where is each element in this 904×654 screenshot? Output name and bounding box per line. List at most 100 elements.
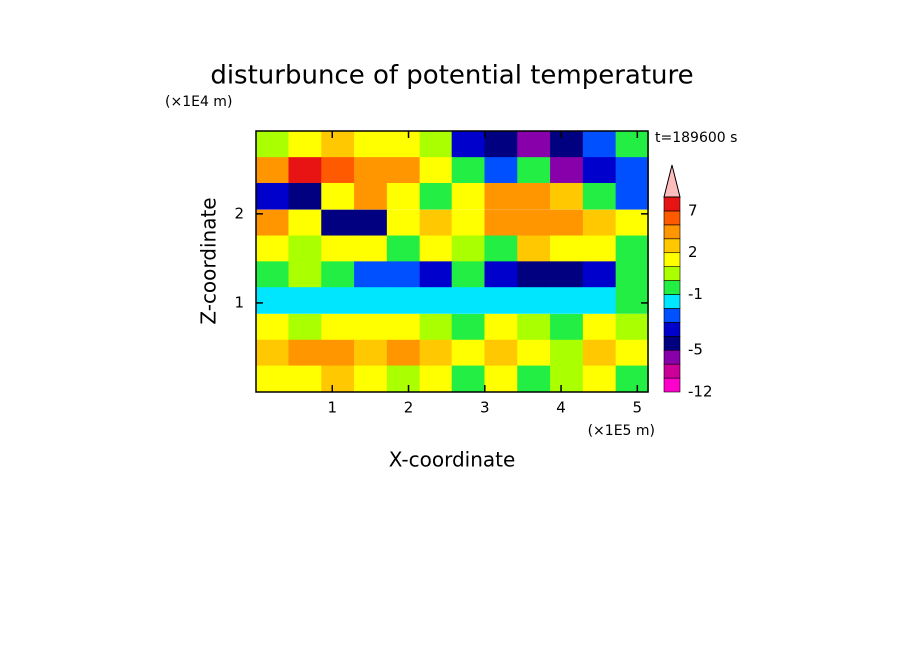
cell xyxy=(255,339,289,367)
cell xyxy=(517,235,551,263)
cell xyxy=(484,235,518,263)
x-tick-label: 4 xyxy=(556,399,566,417)
cell xyxy=(321,131,355,158)
cell xyxy=(451,235,485,263)
x-tick-label: 2 xyxy=(404,399,414,417)
colorbar-swatch xyxy=(663,363,681,379)
x-tick-label: 5 xyxy=(633,399,643,417)
cell xyxy=(288,182,322,210)
colorbar-label: -5 xyxy=(688,341,703,359)
colorbar-swatch xyxy=(663,224,681,240)
cell xyxy=(255,261,289,288)
cell xyxy=(550,287,584,314)
cell xyxy=(517,182,551,210)
cell xyxy=(451,131,485,158)
cell xyxy=(451,287,485,314)
cell xyxy=(451,209,485,237)
x-tick-label: 1 xyxy=(327,399,337,417)
y-unit: (×1E4 m) xyxy=(165,94,232,110)
cell xyxy=(615,339,649,367)
cell xyxy=(451,261,485,288)
colorbar-swatch xyxy=(663,238,681,254)
cell xyxy=(517,157,551,184)
cell xyxy=(321,235,355,263)
cell xyxy=(517,261,551,288)
cell xyxy=(451,313,485,341)
cell xyxy=(582,339,617,367)
cell xyxy=(354,313,388,341)
cell xyxy=(451,365,485,393)
cell xyxy=(582,182,617,210)
cell xyxy=(386,131,421,158)
cell xyxy=(288,209,322,237)
cell xyxy=(550,235,584,263)
cell xyxy=(354,339,388,367)
cell xyxy=(582,235,617,263)
cell xyxy=(419,261,453,288)
cell xyxy=(321,287,355,314)
cell xyxy=(517,287,551,314)
cell xyxy=(386,235,421,263)
cell xyxy=(451,339,485,367)
cell xyxy=(451,182,485,210)
cell xyxy=(288,339,322,367)
cell xyxy=(321,365,355,393)
colorbar-extension xyxy=(663,164,681,198)
colorbar-swatch xyxy=(663,210,681,226)
cell xyxy=(582,157,617,184)
cell xyxy=(615,235,649,263)
cell xyxy=(386,261,421,288)
cell xyxy=(255,131,289,158)
cell xyxy=(255,313,289,341)
cell xyxy=(582,131,617,158)
cell xyxy=(354,287,388,314)
cell xyxy=(484,287,518,314)
colorbar-swatch xyxy=(663,266,681,281)
cell xyxy=(386,287,421,314)
cell xyxy=(321,261,355,288)
cell xyxy=(288,235,322,263)
x-axis-title: X-coordinate xyxy=(389,448,516,472)
cell xyxy=(615,261,649,288)
cell xyxy=(550,261,584,288)
cell xyxy=(550,182,584,210)
cell xyxy=(386,313,421,341)
cell xyxy=(354,157,388,184)
cell xyxy=(582,365,617,393)
cell xyxy=(615,313,649,341)
cell xyxy=(582,261,617,288)
cell xyxy=(288,365,322,393)
cell xyxy=(354,235,388,263)
y-tick-label: 1 xyxy=(234,293,244,311)
cell xyxy=(354,209,388,237)
colorbar-swatch xyxy=(663,294,681,309)
cell xyxy=(419,313,453,341)
cell xyxy=(255,182,289,210)
cell xyxy=(615,365,649,393)
cell xyxy=(550,365,584,393)
cell xyxy=(550,339,584,367)
cell xyxy=(386,209,421,237)
cell xyxy=(550,131,584,158)
cell xyxy=(321,339,355,367)
cell xyxy=(354,182,388,210)
annotation: t=189600 s xyxy=(655,130,737,146)
colorbar-swatch xyxy=(663,322,681,337)
cell xyxy=(419,157,453,184)
colorbar-swatch xyxy=(663,308,681,323)
colorbar-swatch xyxy=(663,335,681,351)
cell xyxy=(288,131,322,158)
cell xyxy=(321,182,355,210)
cell xyxy=(451,157,485,184)
cell xyxy=(321,313,355,341)
x-unit: (×1E5 m) xyxy=(588,423,655,439)
cell xyxy=(419,235,453,263)
cell xyxy=(615,157,649,184)
colorbar-label: 7 xyxy=(688,201,698,219)
cell xyxy=(550,209,584,237)
cell xyxy=(484,261,518,288)
cell xyxy=(484,365,518,393)
x-tick-label: 3 xyxy=(480,399,490,417)
cell xyxy=(615,131,649,158)
